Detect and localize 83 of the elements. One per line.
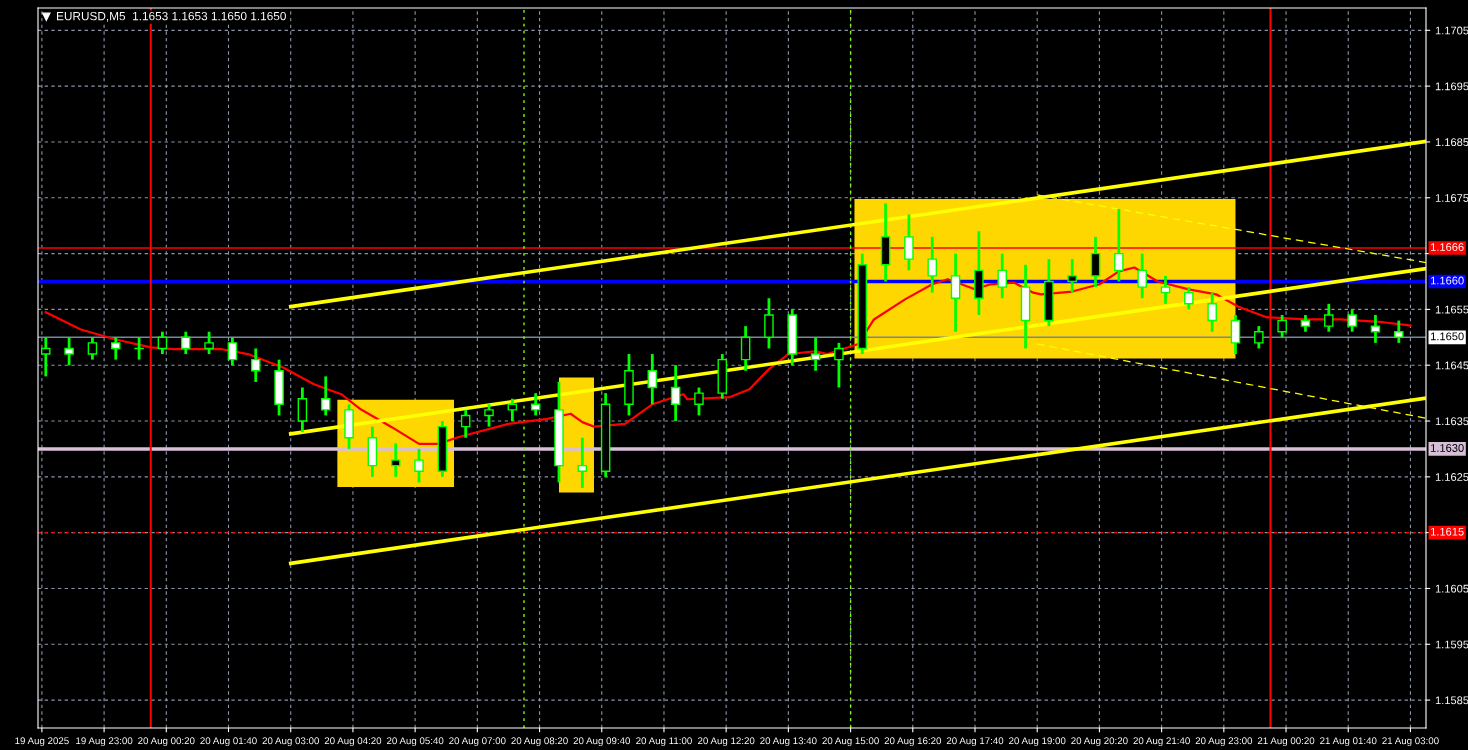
y-tick-label: 1.1655 xyxy=(1435,305,1468,314)
x-tick-label: 20 Aug 21:40 xyxy=(1133,737,1190,747)
candlestick xyxy=(647,352,658,406)
candlestick xyxy=(250,347,261,384)
ref-line-label: 1.1650 xyxy=(1431,332,1464,341)
candlestick xyxy=(460,408,471,440)
candlestick xyxy=(1347,308,1357,334)
x-tick-label: 20 Aug 07:00 xyxy=(449,737,506,747)
candlestick xyxy=(577,436,588,490)
candlestick xyxy=(507,397,518,423)
y-tick-label: 1.1675 xyxy=(1435,194,1468,202)
candlestick xyxy=(204,330,214,356)
x-tick-label: 21 Aug 00:20 xyxy=(1257,737,1315,747)
candlestick xyxy=(1184,285,1194,311)
x-tick-label: 20 Aug 23:00 xyxy=(1195,737,1253,747)
candlestick xyxy=(1277,313,1287,339)
candlestick xyxy=(297,386,308,434)
y-tick-label: 1.1645 xyxy=(1435,361,1468,370)
y-tick-label: 1.1605 xyxy=(1435,584,1468,593)
x-tick-label: 20 Aug 16:20 xyxy=(884,737,942,747)
x-tick-label: 20 Aug 19:00 xyxy=(1009,737,1066,747)
candlestick xyxy=(834,341,844,389)
x-tick-label: 20 Aug 15:00 xyxy=(822,737,879,747)
candlestick xyxy=(997,252,1007,300)
candlestick xyxy=(1207,291,1217,334)
candlestick xyxy=(484,402,494,428)
candlestick xyxy=(764,296,774,350)
candlestick xyxy=(1137,252,1147,300)
ref-line-label: 1.1660 xyxy=(1431,276,1464,285)
candlestick xyxy=(1090,235,1101,289)
candlestick xyxy=(530,391,541,417)
ref-line-label: 1.1615 xyxy=(1431,527,1464,536)
candlestick xyxy=(64,335,74,367)
y-tick-label: 1.1585 xyxy=(1435,696,1468,705)
x-tick-label: 20 Aug 17:40 xyxy=(946,737,1004,747)
y-tick-label: 1.1705 xyxy=(1435,26,1468,35)
candlestick xyxy=(1394,319,1404,345)
candlestick xyxy=(1114,207,1124,283)
candlestick xyxy=(810,335,821,373)
candlestick xyxy=(87,335,98,362)
x-tick-label: 20 Aug 00:20 xyxy=(138,737,195,747)
candlestick xyxy=(694,386,704,417)
x-tick-label: 20 Aug 03:00 xyxy=(262,737,319,747)
x-tick-label: 20 Aug 01:40 xyxy=(200,737,257,747)
candlestick xyxy=(414,447,424,484)
x-tick-label: 20 Aug 05:40 xyxy=(386,737,444,747)
x-tick-label: 20 Aug 12:20 xyxy=(698,737,755,747)
candlestick xyxy=(227,335,238,367)
x-tick-label: 20 Aug 04:20 xyxy=(324,737,382,747)
candlestick xyxy=(1160,274,1171,306)
chart-title: EURUSD,M5 1.1653 1.1653 1.1650 1.1650 xyxy=(57,11,286,22)
candlestick xyxy=(1324,302,1334,334)
y-tick-label: 1.1625 xyxy=(1435,473,1468,481)
x-tick-label: 20 Aug 13:40 xyxy=(760,737,817,747)
candlestick xyxy=(904,213,914,272)
x-tick-label: 21 Aug 01:40 xyxy=(1320,737,1377,747)
x-tick-label: 19 Aug 23:00 xyxy=(76,737,133,747)
ref-line-label: 1.1630 xyxy=(1431,444,1464,452)
candlestick xyxy=(950,252,961,334)
y-tick-label: 1.1695 xyxy=(1435,82,1468,91)
candlestick xyxy=(40,335,51,378)
x-tick-label: 21 Aug 03:00 xyxy=(1382,737,1439,747)
candlestick xyxy=(157,330,168,356)
x-tick-label: 20 Aug 08:20 xyxy=(511,737,568,747)
candlestick xyxy=(1067,257,1077,295)
candlestick xyxy=(670,363,681,423)
candlestick xyxy=(927,235,938,295)
x-tick-label: 20 Aug 11:00 xyxy=(636,737,692,747)
candlestick xyxy=(390,441,401,479)
x-tick-label: 20 Aug 09:40 xyxy=(573,737,631,747)
candlestick xyxy=(1370,313,1381,345)
ref-line-label: 1.1666 xyxy=(1431,243,1464,251)
candlestick xyxy=(110,335,121,362)
y-tick-label: 1.1635 xyxy=(1435,417,1468,426)
candlestick xyxy=(320,374,331,417)
candlestick xyxy=(180,330,191,356)
candlestick xyxy=(1230,313,1241,356)
candlestick xyxy=(1254,324,1264,350)
candlestick xyxy=(740,324,751,373)
x-tick-label: 20 Aug 20:20 xyxy=(1071,737,1128,747)
y-tick-label: 1.1595 xyxy=(1435,640,1468,649)
x-tick-label: 19 Aug 2025 xyxy=(15,737,69,747)
y-tick-label: 1.1685 xyxy=(1435,138,1468,147)
